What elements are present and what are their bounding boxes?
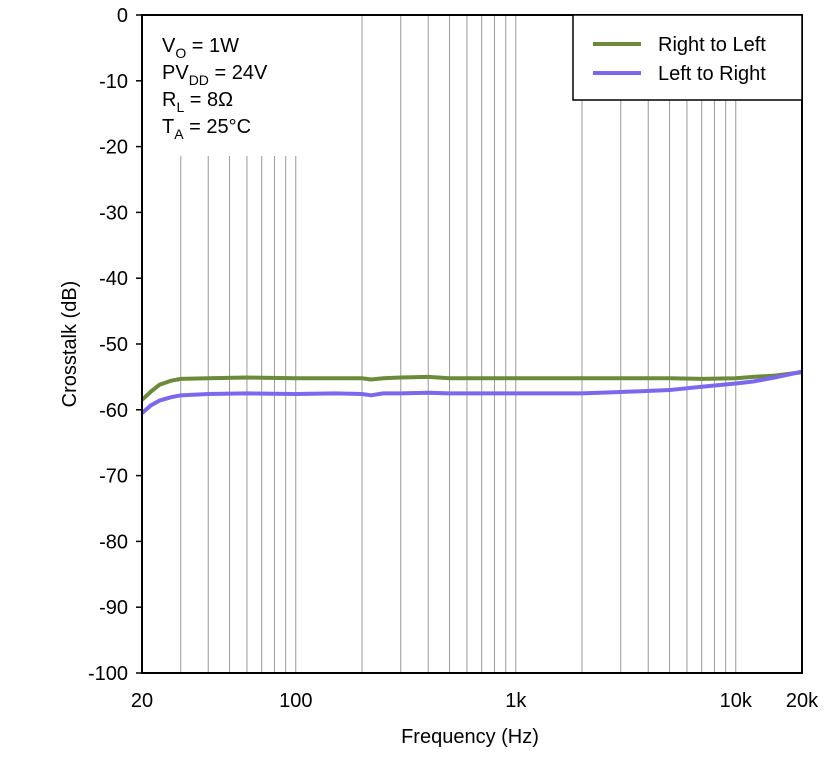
legend-label: Left to Right <box>658 63 766 85</box>
annotation-rest: = 1W <box>186 35 239 57</box>
annotation-sub: DD <box>189 72 209 88</box>
annotation: TA = 25°C <box>162 116 251 142</box>
annotation-sub: A <box>174 126 184 142</box>
x-tick-label: 10k <box>720 690 753 712</box>
series-line <box>140 369 803 415</box>
x-axis-label: Frequency (Hz) <box>401 726 539 748</box>
y-tick-label: -40 <box>99 268 128 290</box>
legend-label: Right to Left <box>658 34 766 56</box>
x-tick-label: 20 <box>131 690 153 712</box>
plot-frame <box>141 14 803 674</box>
annotation: PVDD = 24V <box>162 62 268 88</box>
y-tick-label: -100 <box>88 663 128 685</box>
y-tick-label: -50 <box>99 334 128 356</box>
annotation-rest: = 25°C <box>184 116 251 138</box>
annotation-main: T <box>162 116 174 138</box>
y-tick-label: -10 <box>99 71 128 93</box>
annotation-sub: O <box>175 45 186 61</box>
annotation-rest: = 8Ω <box>184 89 233 111</box>
annotation-main: PV <box>162 62 189 84</box>
y-tick-label: -30 <box>99 202 128 224</box>
y-tick-label: -70 <box>99 466 128 488</box>
y-tick-label: 0 <box>117 5 128 27</box>
annotation-rest: = 24V <box>209 62 268 84</box>
annotation-box <box>143 16 298 156</box>
series-line <box>140 370 803 402</box>
y-tick-label: -60 <box>99 400 128 422</box>
x-tick-label: 1k <box>505 690 527 712</box>
x-tick-label: 100 <box>279 690 312 712</box>
y-tick-label: -90 <box>99 597 128 619</box>
annotation: VO = 1W <box>162 35 239 61</box>
legend-box <box>572 14 803 101</box>
annotation-main: R <box>162 89 176 111</box>
x-tick-label: 20k <box>786 690 819 712</box>
y-tick-label: -20 <box>99 137 128 159</box>
annotation-main: V <box>162 35 176 57</box>
annotation-sub: L <box>176 99 184 115</box>
y-axis-label: Crosstalk (dB) <box>59 281 81 408</box>
annotation: RL = 8Ω <box>162 89 233 115</box>
y-tick-label: -80 <box>99 531 128 553</box>
